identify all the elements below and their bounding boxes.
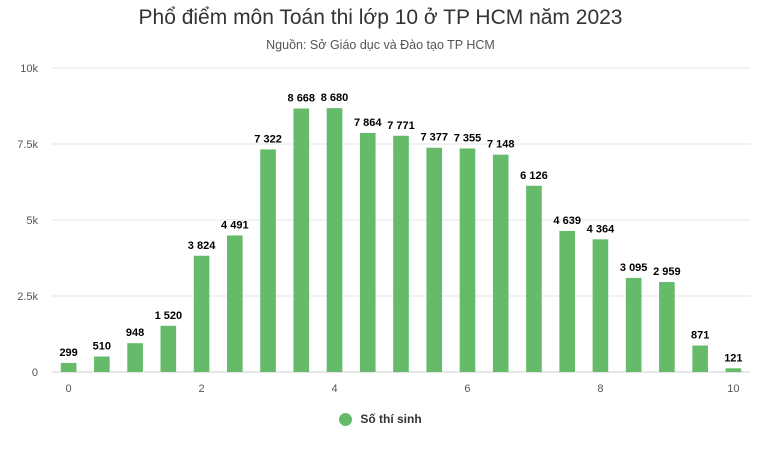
x-tick-label: 0 — [66, 383, 72, 395]
bar[interactable] — [426, 147, 443, 372]
data-label: 299 — [59, 347, 77, 359]
data-label: 7 377 — [420, 132, 448, 144]
bars — [60, 108, 742, 373]
bar[interactable] — [559, 230, 576, 372]
data-label: 2 959 — [653, 266, 681, 278]
x-axis-ticks: 0 2 4 6 8 10 — [66, 383, 740, 395]
bar[interactable] — [459, 148, 476, 372]
x-tick-label: 10 — [727, 383, 739, 395]
x-tick-label: 2 — [199, 383, 205, 395]
bar[interactable] — [160, 325, 177, 372]
y-tick-label: 5k — [26, 215, 38, 227]
bar[interactable] — [393, 135, 409, 372]
data-label: 4 364 — [587, 223, 615, 235]
bar[interactable] — [592, 239, 609, 372]
bar[interactable] — [193, 255, 210, 372]
data-label: 871 — [691, 330, 709, 342]
bar[interactable] — [94, 356, 110, 372]
data-labels: 299 510 948 1 520 3 824 4 491 7 322 8 668 8 680 7… — [59, 92, 742, 364]
y-tick-label: 2.5k — [17, 291, 38, 303]
bar[interactable] — [60, 362, 77, 372]
legend[interactable]: Số thí sinh — [0, 412, 761, 426]
x-tick-label: 6 — [464, 383, 470, 395]
data-label: 7 322 — [254, 133, 282, 145]
data-label: 7 148 — [487, 139, 515, 151]
legend-swatch — [339, 412, 353, 426]
bar[interactable] — [725, 368, 742, 372]
chart-subtitle: Nguồn: Sở Giáo dục và Đào tạo TP HCM — [266, 38, 495, 52]
data-label: 7 864 — [354, 117, 382, 129]
data-label: 7 355 — [454, 132, 482, 144]
bar[interactable] — [293, 108, 310, 372]
bar[interactable] — [359, 132, 376, 372]
bar[interactable] — [326, 108, 343, 373]
x-tick-label: 8 — [597, 383, 603, 395]
data-label: 6 126 — [520, 170, 548, 182]
legend-label: Số thí sinh — [360, 412, 422, 426]
data-label: 4 491 — [221, 219, 249, 231]
data-label: 8 680 — [321, 92, 349, 104]
bar[interactable] — [226, 235, 243, 372]
bar[interactable] — [692, 345, 708, 372]
bar[interactable] — [659, 282, 675, 372]
bar[interactable] — [260, 149, 276, 372]
bar[interactable] — [492, 154, 509, 372]
y-axis-ticks: 0 2.5k 5k 7.5k 10k — [17, 63, 38, 379]
data-label: 1 520 — [155, 310, 183, 322]
data-label: 3 824 — [188, 240, 216, 252]
x-tick-label: 4 — [331, 383, 337, 395]
y-tick-label: 10k — [20, 63, 38, 75]
bar[interactable] — [625, 277, 642, 372]
data-label: 948 — [126, 327, 144, 339]
bar[interactable] — [526, 185, 542, 372]
data-label: 8 668 — [288, 92, 316, 104]
data-label: 7 771 — [387, 120, 415, 132]
y-tick-label: 7.5k — [17, 139, 38, 151]
data-label: 3 095 — [620, 262, 648, 274]
chart-title: Phổ điểm môn Toán thi lớp 10 ở TP HCM nă… — [138, 6, 623, 29]
data-label: 121 — [724, 352, 742, 364]
y-tick-label: 0 — [32, 367, 38, 379]
data-label: 4 639 — [553, 215, 581, 227]
data-label: 510 — [93, 340, 111, 352]
bar[interactable] — [127, 343, 143, 372]
